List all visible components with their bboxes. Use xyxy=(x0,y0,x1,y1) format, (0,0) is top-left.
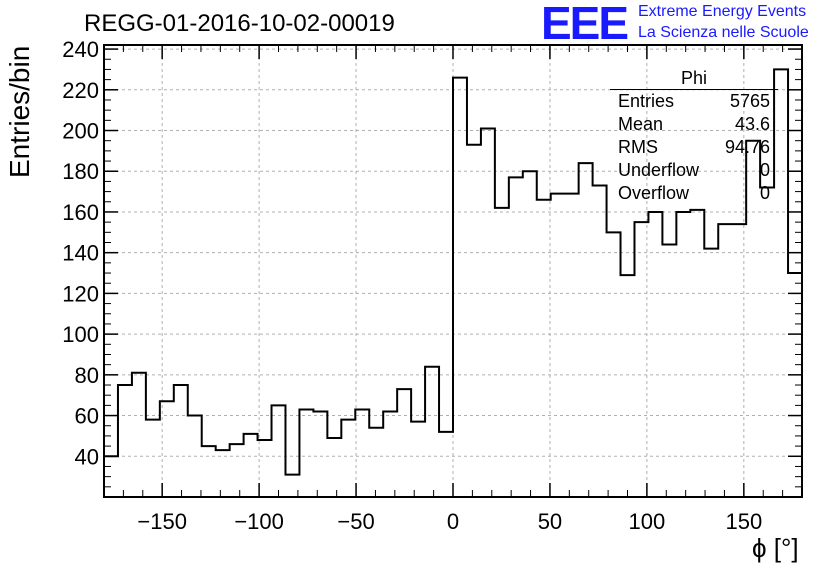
stats-row-entries: Entries 5765 xyxy=(610,90,778,113)
y-tick-label: 220 xyxy=(62,78,99,103)
y-tick-label: 120 xyxy=(62,281,99,306)
stats-row-underflow: Underflow 0 xyxy=(610,159,778,182)
plot-title: REGG-01-2016-10-02-00019 xyxy=(84,10,395,37)
stats-label: Mean xyxy=(618,114,664,134)
logo-text-line2: La Scienza nelle Scuole xyxy=(638,24,809,41)
histogram-outline xyxy=(104,68,802,476)
axis-ticks xyxy=(104,45,802,497)
y-tick-label: 180 xyxy=(62,159,99,184)
stats-value: 0 xyxy=(759,183,770,203)
stats-value: 0 xyxy=(759,160,770,180)
stats-value: 5765 xyxy=(729,91,770,111)
stats-value: 43.6 xyxy=(734,114,770,134)
stats-title: Phi xyxy=(610,68,778,90)
stats-value: 94.76 xyxy=(724,137,770,157)
tick-labels: −150 −100 −50 0 50 100 150 40 60 80 100 120 140 160 18… xyxy=(62,37,762,534)
stats-label: RMS xyxy=(618,137,658,157)
stats-row-rms: RMS 94.76 xyxy=(610,136,778,159)
y-tick-label: 200 xyxy=(62,119,99,144)
stats-row-mean: Mean 43.6 xyxy=(610,113,778,136)
y-tick-label: 40 xyxy=(75,444,99,469)
stats-row-overflow: Overflow 0 xyxy=(610,182,778,205)
x-tick-label: −100 xyxy=(234,509,284,534)
stats-label: Underflow xyxy=(618,160,700,180)
y-tick-label: 80 xyxy=(75,363,99,388)
y-tick-label: 160 xyxy=(62,200,99,225)
eee-logo: EEE xyxy=(541,0,629,49)
y-tick-label: 60 xyxy=(75,404,99,429)
x-axis-label: ϕ [°] xyxy=(752,533,799,563)
x-tick-label: 150 xyxy=(725,509,762,534)
stats-box: Phi Entries 5765 Mean 43.6 RMS 94.76 Und… xyxy=(610,68,778,205)
y-tick-label: 240 xyxy=(62,37,99,62)
x-tick-label: 0 xyxy=(447,509,459,534)
stats-label: Entries xyxy=(618,91,675,111)
y-tick-label: 100 xyxy=(62,322,99,347)
y-tick-label: 140 xyxy=(62,241,99,266)
x-tick-label: 50 xyxy=(538,509,562,534)
x-tick-label: −50 xyxy=(337,509,374,534)
x-tick-label: 100 xyxy=(629,509,666,534)
logo-text-line1: Extreme Energy Events xyxy=(638,3,807,20)
x-tick-label: −150 xyxy=(137,509,187,534)
y-axis-label: Entries/bin xyxy=(4,45,35,178)
stats-label: Overflow xyxy=(618,183,690,203)
